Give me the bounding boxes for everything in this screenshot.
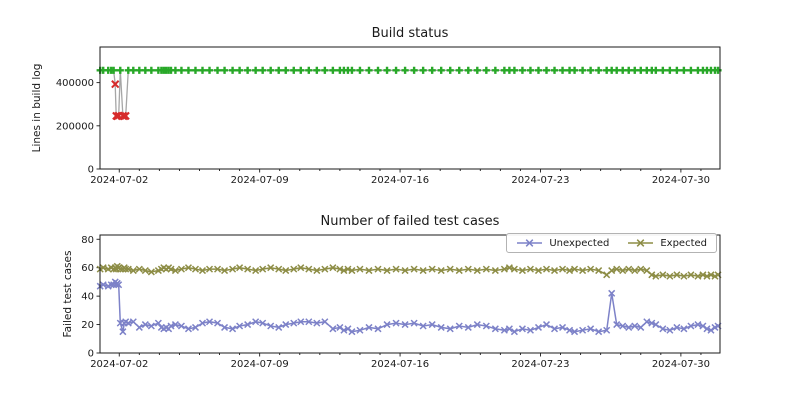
build-status-title: Build status xyxy=(371,26,449,41)
y-tick-label: 20 xyxy=(81,320,94,331)
y-tick-label: 400000 xyxy=(56,78,94,89)
y-tick-label: 0 xyxy=(88,349,94,360)
y-tick-label: 40 xyxy=(81,292,94,303)
expected-line-marker-icon xyxy=(628,239,654,247)
x-tick-label: 2024-07-09 xyxy=(231,359,289,370)
y-tick-label: 200000 xyxy=(56,121,94,132)
unexpected-line-marker-icon xyxy=(517,239,543,247)
legend-entry-unexpected: Unexpected xyxy=(516,238,609,249)
x-tick-label: 2024-07-02 xyxy=(90,359,148,370)
y-tick-label: 0 xyxy=(88,165,94,176)
y-tick-label: 80 xyxy=(81,235,94,246)
legend: Unexpected Expected xyxy=(506,233,717,253)
legend-entry-expected: Expected xyxy=(627,238,707,249)
legend-label-expected: Expected xyxy=(660,237,707,249)
x-tick-label: 2024-07-09 xyxy=(231,175,289,186)
x-tick-label: 2024-07-30 xyxy=(652,175,710,186)
x-tick-label: 2024-07-23 xyxy=(511,359,569,370)
build-line xyxy=(100,69,718,117)
x-tick-label: 2024-07-02 xyxy=(90,175,148,186)
x-tick-label: 2024-07-16 xyxy=(371,359,429,370)
failed-tests-title: Number of failed test cases xyxy=(320,214,500,229)
failed-tests-plot: 0 20 40 60 80 2024-07-02 2024-07-09 2024-07-16 2… xyxy=(81,234,722,370)
x-tick-label: 2024-07-30 xyxy=(652,359,710,370)
y-tick-label: 60 xyxy=(81,263,94,274)
build-status-plot: 0 200000 400000 2024-07-02 2024-07-09 2024-07… xyxy=(56,46,722,186)
legend-label-unexpected: Unexpected xyxy=(549,237,610,249)
x-tick-label: 2024-07-16 xyxy=(371,175,429,186)
x-tick-label: 2024-07-23 xyxy=(511,175,569,186)
